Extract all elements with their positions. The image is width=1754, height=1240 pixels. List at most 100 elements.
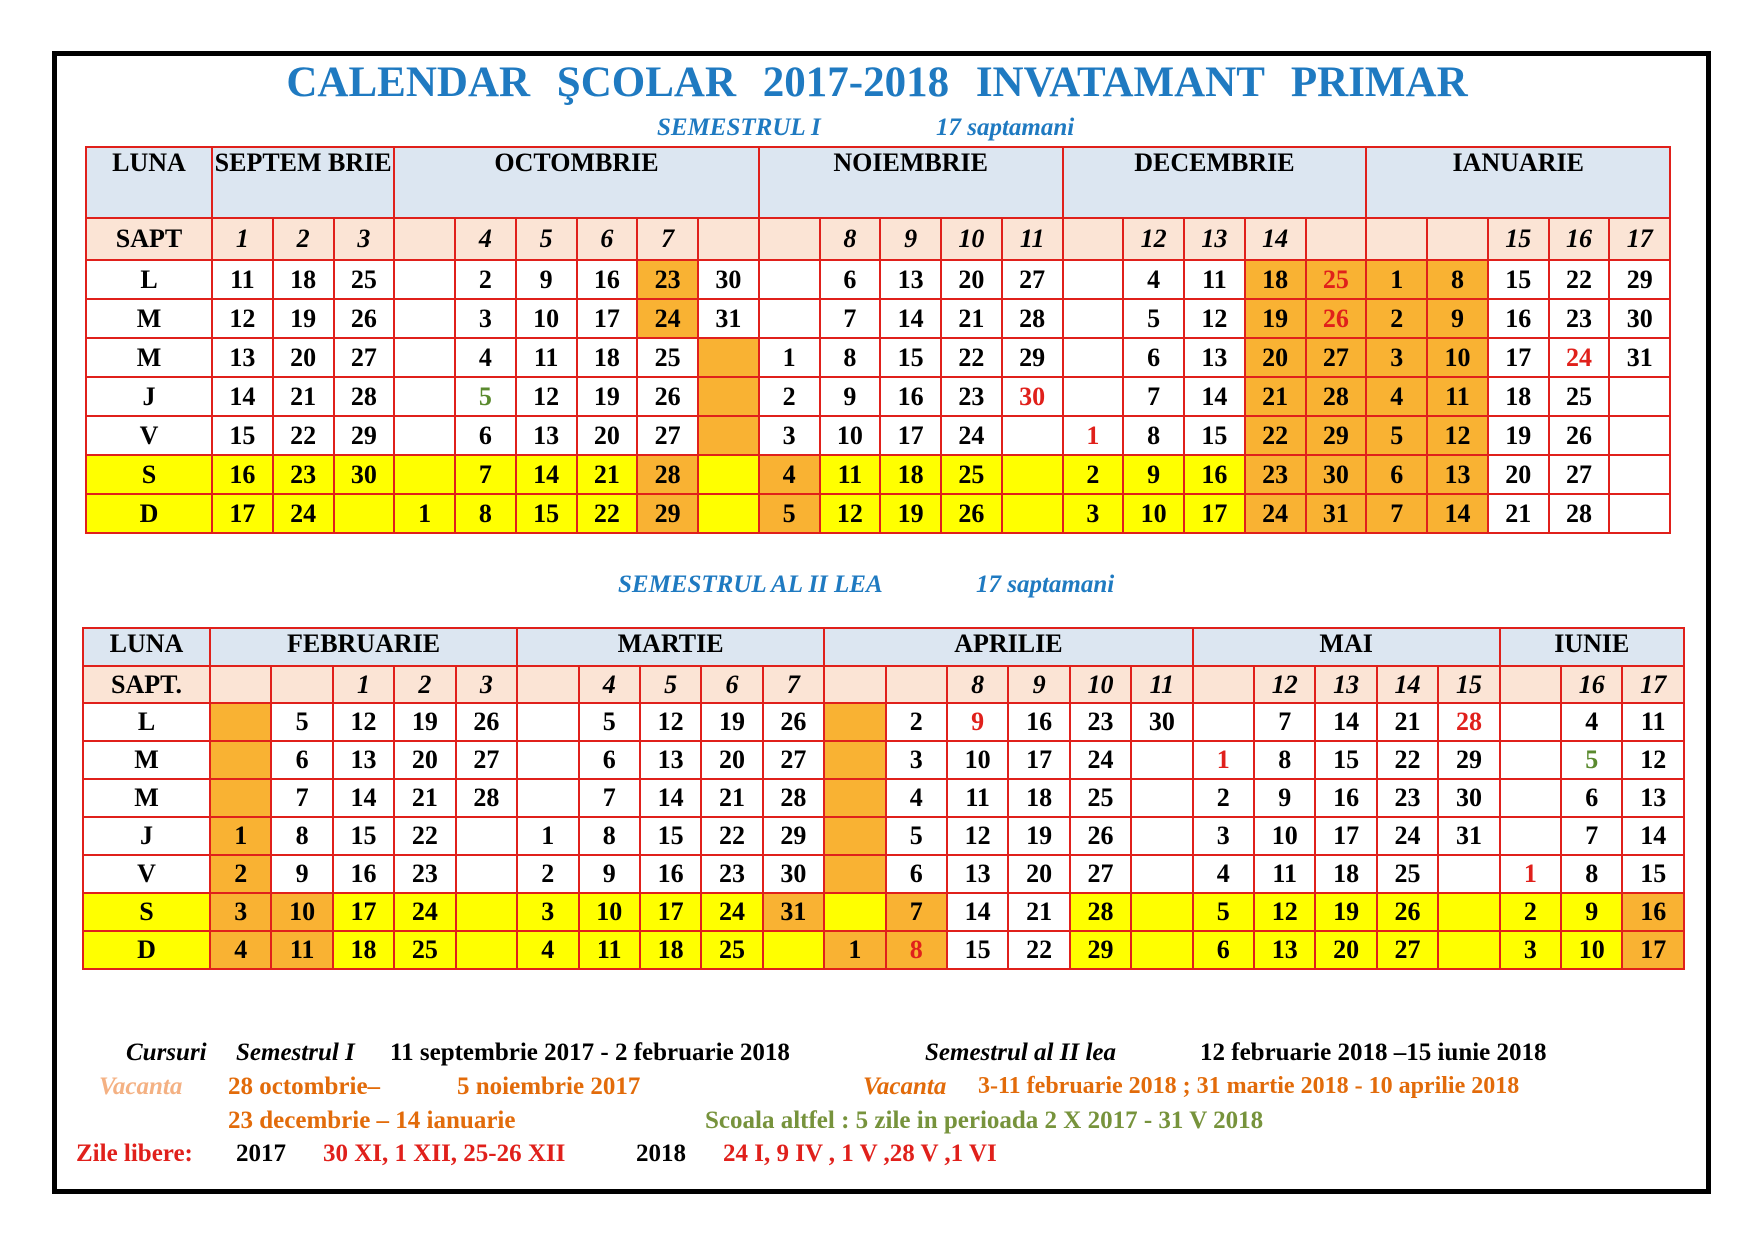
week-number: 11: [1000, 217, 1064, 261]
holiday-dates: 30 XI, 1 XII, 25-26 XII: [323, 1140, 566, 1167]
day-cell: 24: [940, 415, 1003, 456]
day-cell: [823, 702, 887, 742]
week-number: 7: [761, 665, 826, 704]
day-cell: 26: [332, 298, 396, 339]
week-number: 5: [638, 665, 703, 704]
day-cell: [761, 930, 826, 970]
day-cell: [697, 376, 760, 417]
month-name: MARTIE: [516, 627, 826, 667]
day-cell: 11: [1426, 376, 1489, 417]
day-cell: 31: [1608, 337, 1672, 378]
day-cell: [697, 454, 760, 495]
day-cell: [1130, 816, 1194, 856]
day-cell: 5: [1560, 740, 1624, 780]
day-row: J 1 8 15 22 1 8 15 22 29 5 12 19 26 3 10 17 24 31 7 14: [82, 816, 1685, 856]
day-cell: 16: [879, 376, 943, 417]
day-cell: 21: [575, 454, 639, 495]
day-cell: 5: [454, 376, 517, 417]
day-cell: 15: [879, 337, 943, 378]
day-cell: 20: [1486, 454, 1550, 495]
day-cell: 1: [757, 337, 821, 378]
day-label: L: [82, 702, 211, 742]
day-cell: [208, 740, 273, 780]
week-number: 3: [332, 217, 396, 261]
day-label: V: [85, 415, 213, 456]
day-cell: 1: [1498, 854, 1563, 894]
day-cell: 16: [1621, 892, 1685, 932]
day-cell: 22: [700, 816, 764, 856]
day-cell: 4: [1122, 259, 1186, 300]
day-cell: 26: [1375, 892, 1440, 932]
day-cell: 25: [700, 930, 764, 970]
day-cell: 9: [270, 854, 334, 894]
day-cell: 10: [945, 740, 1010, 780]
day-cell: 19: [1486, 415, 1550, 456]
day-cell: 8: [1426, 259, 1489, 300]
day-cell: 15: [1621, 854, 1685, 894]
day-cell: 17: [879, 415, 943, 456]
week-number: 13: [1314, 665, 1378, 704]
week-number: [1426, 217, 1489, 261]
week-number: 13: [1183, 217, 1246, 261]
holiday-year: 2018: [636, 1140, 686, 1167]
day-cell: 26: [761, 702, 826, 742]
day-cell: 11: [1621, 702, 1685, 742]
week-row: SAPT. 1 2 3 4 5 6 7 8 9 10 11 12 13 14 15 16 17: [82, 665, 1685, 704]
day-cell: [823, 740, 887, 780]
day-cell: 13: [1252, 930, 1317, 970]
day-cell: 25: [1375, 854, 1440, 894]
day-cell: 4: [454, 337, 517, 378]
day-cell: [823, 778, 887, 818]
day-cell: 17: [331, 892, 396, 932]
day-cell: 29: [1608, 259, 1672, 300]
day-label: D: [85, 493, 213, 534]
day-cell: 18: [271, 259, 335, 300]
day-cell: 18: [879, 454, 943, 495]
day-cell: 26: [940, 493, 1003, 534]
week-number: 5: [514, 217, 578, 261]
day-cell: 22: [393, 816, 457, 856]
day-cell: 24: [700, 892, 764, 932]
day-cell: 13: [638, 740, 703, 780]
week-number: 8: [945, 665, 1010, 704]
day-cell: 4: [516, 930, 580, 970]
day-cell: 11: [270, 930, 334, 970]
day-cell: 14: [211, 376, 274, 417]
day-cell: [1061, 259, 1125, 300]
vacation-label: Vacanta: [863, 1073, 947, 1100]
week-number: 15: [1437, 665, 1501, 704]
day-cell: [1498, 702, 1563, 742]
day-cell: 27: [1000, 259, 1064, 300]
day-cell: 6: [1122, 337, 1186, 378]
day-cell: 22: [575, 493, 639, 534]
day-cell: [1437, 892, 1501, 932]
day-cell: 9: [577, 854, 641, 894]
day-cell: 7: [1122, 376, 1186, 417]
day-cell: 12: [1621, 740, 1685, 780]
vacation-dates: 28 octombrie–: [228, 1073, 381, 1100]
day-cell: 22: [271, 415, 335, 456]
day-cell: 23: [393, 854, 457, 894]
day-cell: 16: [575, 259, 639, 300]
day-cell: 21: [1486, 493, 1550, 534]
week-number: [884, 665, 948, 704]
day-cell: 8: [884, 930, 948, 970]
day-cell: 10: [1252, 816, 1317, 856]
day-cell: 27: [1547, 454, 1611, 495]
day-cell: [697, 415, 760, 456]
courses-label: Cursuri: [126, 1039, 207, 1066]
day-cell: 18: [575, 337, 639, 378]
day-cell: 26: [636, 376, 700, 417]
day-cell: 7: [1252, 702, 1317, 742]
day-cell: [1130, 740, 1194, 780]
day-cell: 28: [332, 376, 396, 417]
day-cell: 4: [1365, 376, 1429, 417]
day-row: M 7 14 21 28 7 14 21 28 4 11 18 25 2 9 16 23 30 6 13: [82, 778, 1685, 818]
day-cell: [1061, 376, 1125, 417]
day-cell: 16: [638, 854, 703, 894]
day-cell: 19: [575, 376, 639, 417]
day-cell: 16: [211, 454, 274, 495]
week-number: 3: [454, 665, 519, 704]
day-cell: 1: [1191, 740, 1256, 780]
day-cell: 10: [1560, 930, 1624, 970]
